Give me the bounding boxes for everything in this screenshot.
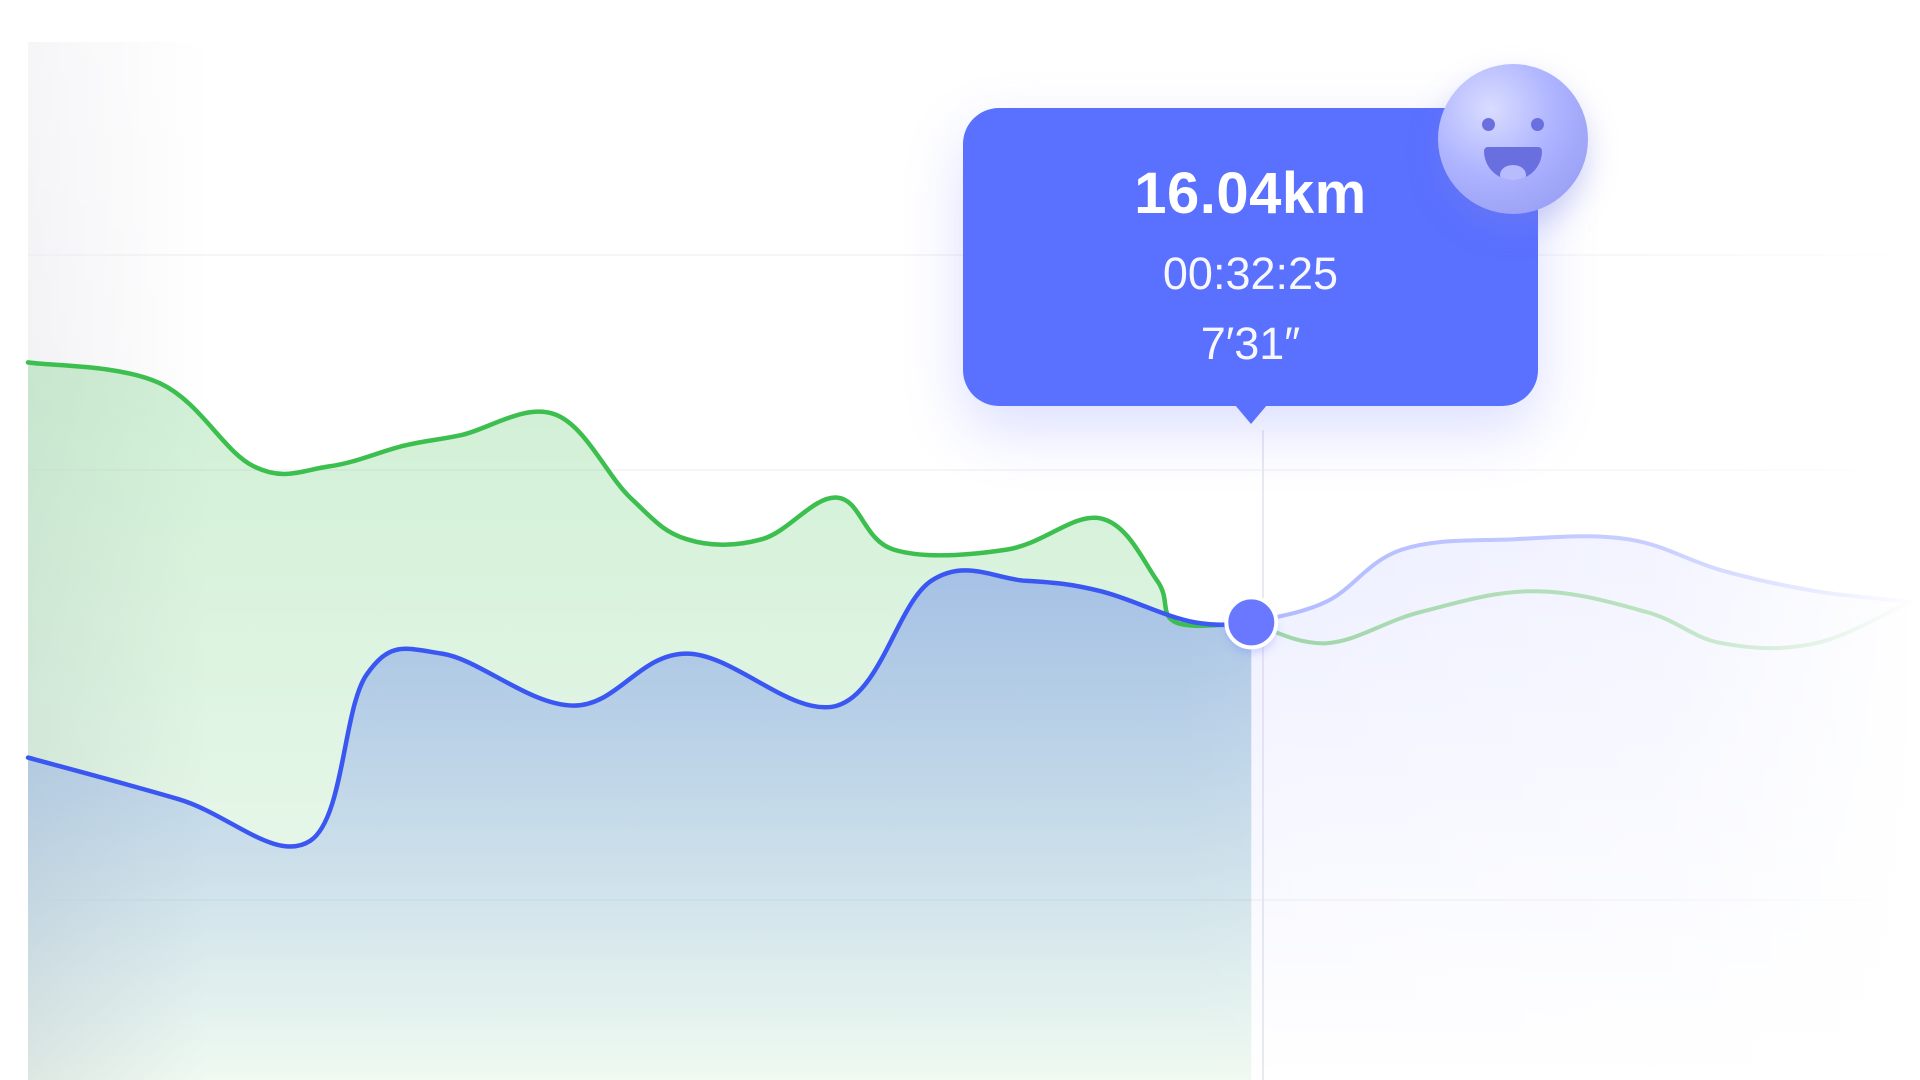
smiley-eye-right xyxy=(1531,118,1544,131)
blue-line xyxy=(25,568,1275,849)
green-line xyxy=(25,360,1254,628)
blue-area xyxy=(28,570,1273,1080)
smiley-eye-left xyxy=(1482,118,1495,131)
tooltip-time: 00:32:25 xyxy=(1162,248,1339,299)
highlight-marker[interactable] xyxy=(1224,595,1279,650)
smiley-mouth xyxy=(1484,147,1542,180)
tooltip-pace: 7′31″ xyxy=(1200,318,1301,369)
tooltip-distance: 16.04km xyxy=(1134,161,1367,226)
smiley-face-icon xyxy=(1438,64,1588,214)
